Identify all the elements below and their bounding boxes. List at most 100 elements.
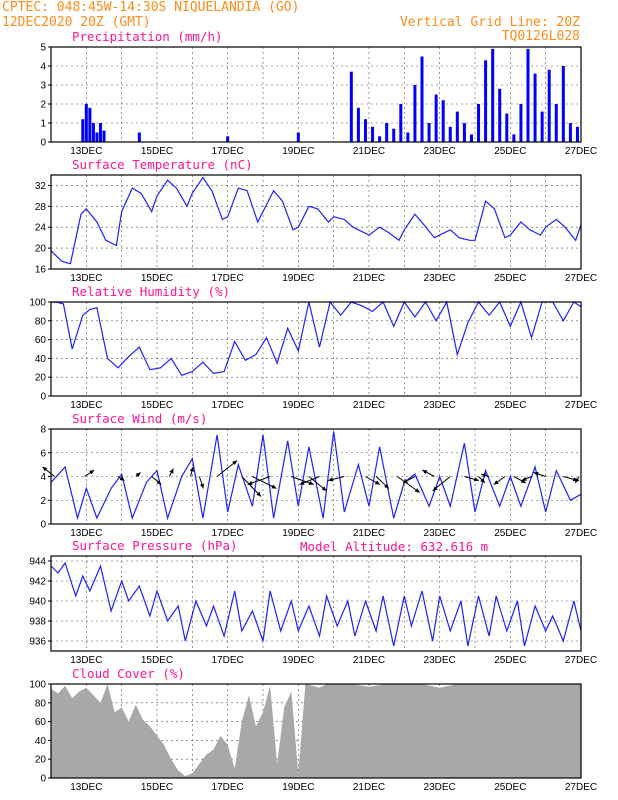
precipitation-bar bbox=[84, 104, 88, 142]
cloud-ytick-label: 60 bbox=[35, 717, 47, 728]
pressure-xtick-label: 25DEC bbox=[494, 655, 526, 666]
precipitation-bar bbox=[88, 107, 92, 142]
temperature-xtick-label: 25DEC bbox=[494, 273, 526, 284]
pressure-xtick-label: 15DEC bbox=[141, 655, 173, 666]
header-grid-line: Vertical Grid Line: 20Z bbox=[400, 15, 580, 30]
precipitation-bar bbox=[406, 132, 410, 142]
wind-vector-head bbox=[480, 478, 485, 483]
temperature-xtick-label: 21DEC bbox=[353, 273, 385, 284]
wind-vector-head bbox=[520, 478, 526, 483]
humidity-xtick-label: 17DEC bbox=[212, 400, 244, 411]
precipitation-bar bbox=[434, 94, 438, 142]
wind-vector bbox=[375, 476, 390, 489]
precipitation-bar bbox=[378, 136, 382, 142]
pressure-ytick-label: 936 bbox=[29, 637, 46, 648]
pressure-xtick-label: 21DEC bbox=[353, 655, 385, 666]
wind-xtick-label: 13DEC bbox=[70, 528, 102, 539]
precipitation-ytick-label: 3 bbox=[40, 81, 46, 92]
cloud-ytick-label: 80 bbox=[35, 698, 47, 709]
wind-xtick-label: 27DEC bbox=[565, 528, 597, 539]
cloud-xtick-label: 15DEC bbox=[141, 782, 173, 793]
humidity-xtick-label: 21DEC bbox=[353, 400, 385, 411]
temperature-xtick-label: 17DEC bbox=[212, 273, 244, 284]
wind-xtick-label: 21DEC bbox=[353, 528, 385, 539]
precipitation-bar bbox=[462, 123, 466, 142]
cloud-xtick-label: 23DEC bbox=[424, 782, 456, 793]
wind-vector bbox=[189, 466, 194, 477]
header-date-line: 12DEC2020 20Z (GMT) bbox=[2, 15, 151, 30]
wind-vector-head bbox=[247, 480, 253, 485]
temperature-title: Surface Temperature (nC) bbox=[72, 157, 253, 172]
wind-vector bbox=[396, 476, 420, 493]
wind-vector-head bbox=[521, 476, 527, 481]
wind-vector bbox=[84, 469, 95, 477]
pressure-xtick-label: 27DEC bbox=[565, 655, 597, 666]
pressure-panel: Surface Pressure (hPa) 936 938 940 942 944 13D… bbox=[29, 538, 597, 666]
wind-vector bbox=[299, 476, 320, 485]
wind-vector-head bbox=[169, 468, 174, 474]
wind-vector bbox=[291, 476, 314, 485]
humidity-line bbox=[51, 300, 582, 377]
wind-vector-head bbox=[384, 483, 389, 489]
wind-vector bbox=[480, 473, 490, 478]
wind-title: Surface Wind (m/s) bbox=[72, 411, 207, 426]
precipitation-xtick-label: 23DEC bbox=[424, 146, 456, 157]
humidity-ytick-label: 60 bbox=[35, 335, 47, 346]
pressure-ytick-label: 938 bbox=[29, 617, 46, 628]
precipitation-xtick-label: 15DEC bbox=[141, 146, 173, 157]
cloud-xtick-label: 21DEC bbox=[353, 782, 385, 793]
wind-vector-head bbox=[89, 470, 95, 475]
pressure-title: Surface Pressure (hPa) bbox=[72, 538, 238, 553]
precipitation-bar bbox=[519, 104, 523, 142]
precipitation-ytick-label: 2 bbox=[40, 100, 46, 111]
cloud-xtick-label: 13DEC bbox=[70, 782, 102, 793]
precipitation-bar bbox=[98, 123, 102, 142]
temperature-line bbox=[50, 176, 582, 265]
precipitation-bar bbox=[533, 73, 537, 142]
wind-frame bbox=[50, 428, 582, 525]
wind-ytick-label: 0 bbox=[40, 520, 46, 531]
wind-vector bbox=[533, 471, 546, 477]
wind-xtick-label: 25DEC bbox=[494, 528, 526, 539]
wind-vector bbox=[308, 476, 327, 492]
precipitation-bar bbox=[296, 132, 300, 142]
precipitation-bar bbox=[95, 132, 99, 142]
wind-ytick-label: 2 bbox=[40, 496, 46, 507]
humidity-frame bbox=[50, 301, 582, 397]
wind-vector-head bbox=[271, 484, 277, 489]
humidity-xtick-label: 13DEC bbox=[70, 400, 102, 411]
cloud-ytick-label: 40 bbox=[35, 736, 47, 747]
wind-vector bbox=[464, 476, 479, 482]
humidity-ytick-label: 80 bbox=[35, 316, 47, 327]
precipitation-panel: Precipitation (mm/h) 0 1 2 3 4 5 13DEC 15DEC 17DE… bbox=[40, 29, 597, 157]
precipitation-bar bbox=[448, 126, 452, 142]
precipitation-bar bbox=[484, 60, 488, 142]
model-altitude: Model Altitude: 632.616 m bbox=[300, 539, 488, 554]
wind-vector bbox=[402, 476, 416, 484]
temperature-xtick-label: 23DEC bbox=[424, 273, 456, 284]
wind-vector-head bbox=[328, 477, 334, 482]
wind-vector bbox=[135, 472, 141, 478]
precipitation-bar bbox=[226, 136, 230, 142]
humidity-ytick-label: 0 bbox=[40, 392, 46, 403]
temperature-xtick-label: 27DEC bbox=[565, 273, 597, 284]
precipitation-ytick-label: 4 bbox=[40, 62, 46, 73]
wind-vector bbox=[241, 476, 262, 497]
wind-vector-head bbox=[232, 460, 238, 465]
pressure-xtick-label: 13DEC bbox=[70, 655, 102, 666]
precipitation-bar bbox=[356, 107, 360, 142]
precipitation-bar bbox=[455, 111, 459, 142]
precipitation-bar bbox=[568, 123, 572, 142]
wind-vector-head bbox=[374, 480, 380, 485]
temperature-frame bbox=[50, 174, 582, 270]
wind-vector-shaft bbox=[396, 476, 420, 493]
humidity-panel: Relative Humidity (%) 0 20 40 60 80 100 13DEC 15… bbox=[29, 284, 597, 411]
wind-vector bbox=[252, 476, 277, 489]
temperature-ytick-label: 28 bbox=[35, 202, 47, 213]
wind-vector-head bbox=[575, 477, 580, 483]
temperature-xtick-label: 15DEC bbox=[141, 273, 173, 284]
cloud-ytick-label: 0 bbox=[40, 774, 46, 785]
precipitation-bar bbox=[363, 119, 367, 142]
temperature-xtick-label: 19DEC bbox=[282, 273, 314, 284]
precipitation-bar bbox=[102, 130, 106, 142]
